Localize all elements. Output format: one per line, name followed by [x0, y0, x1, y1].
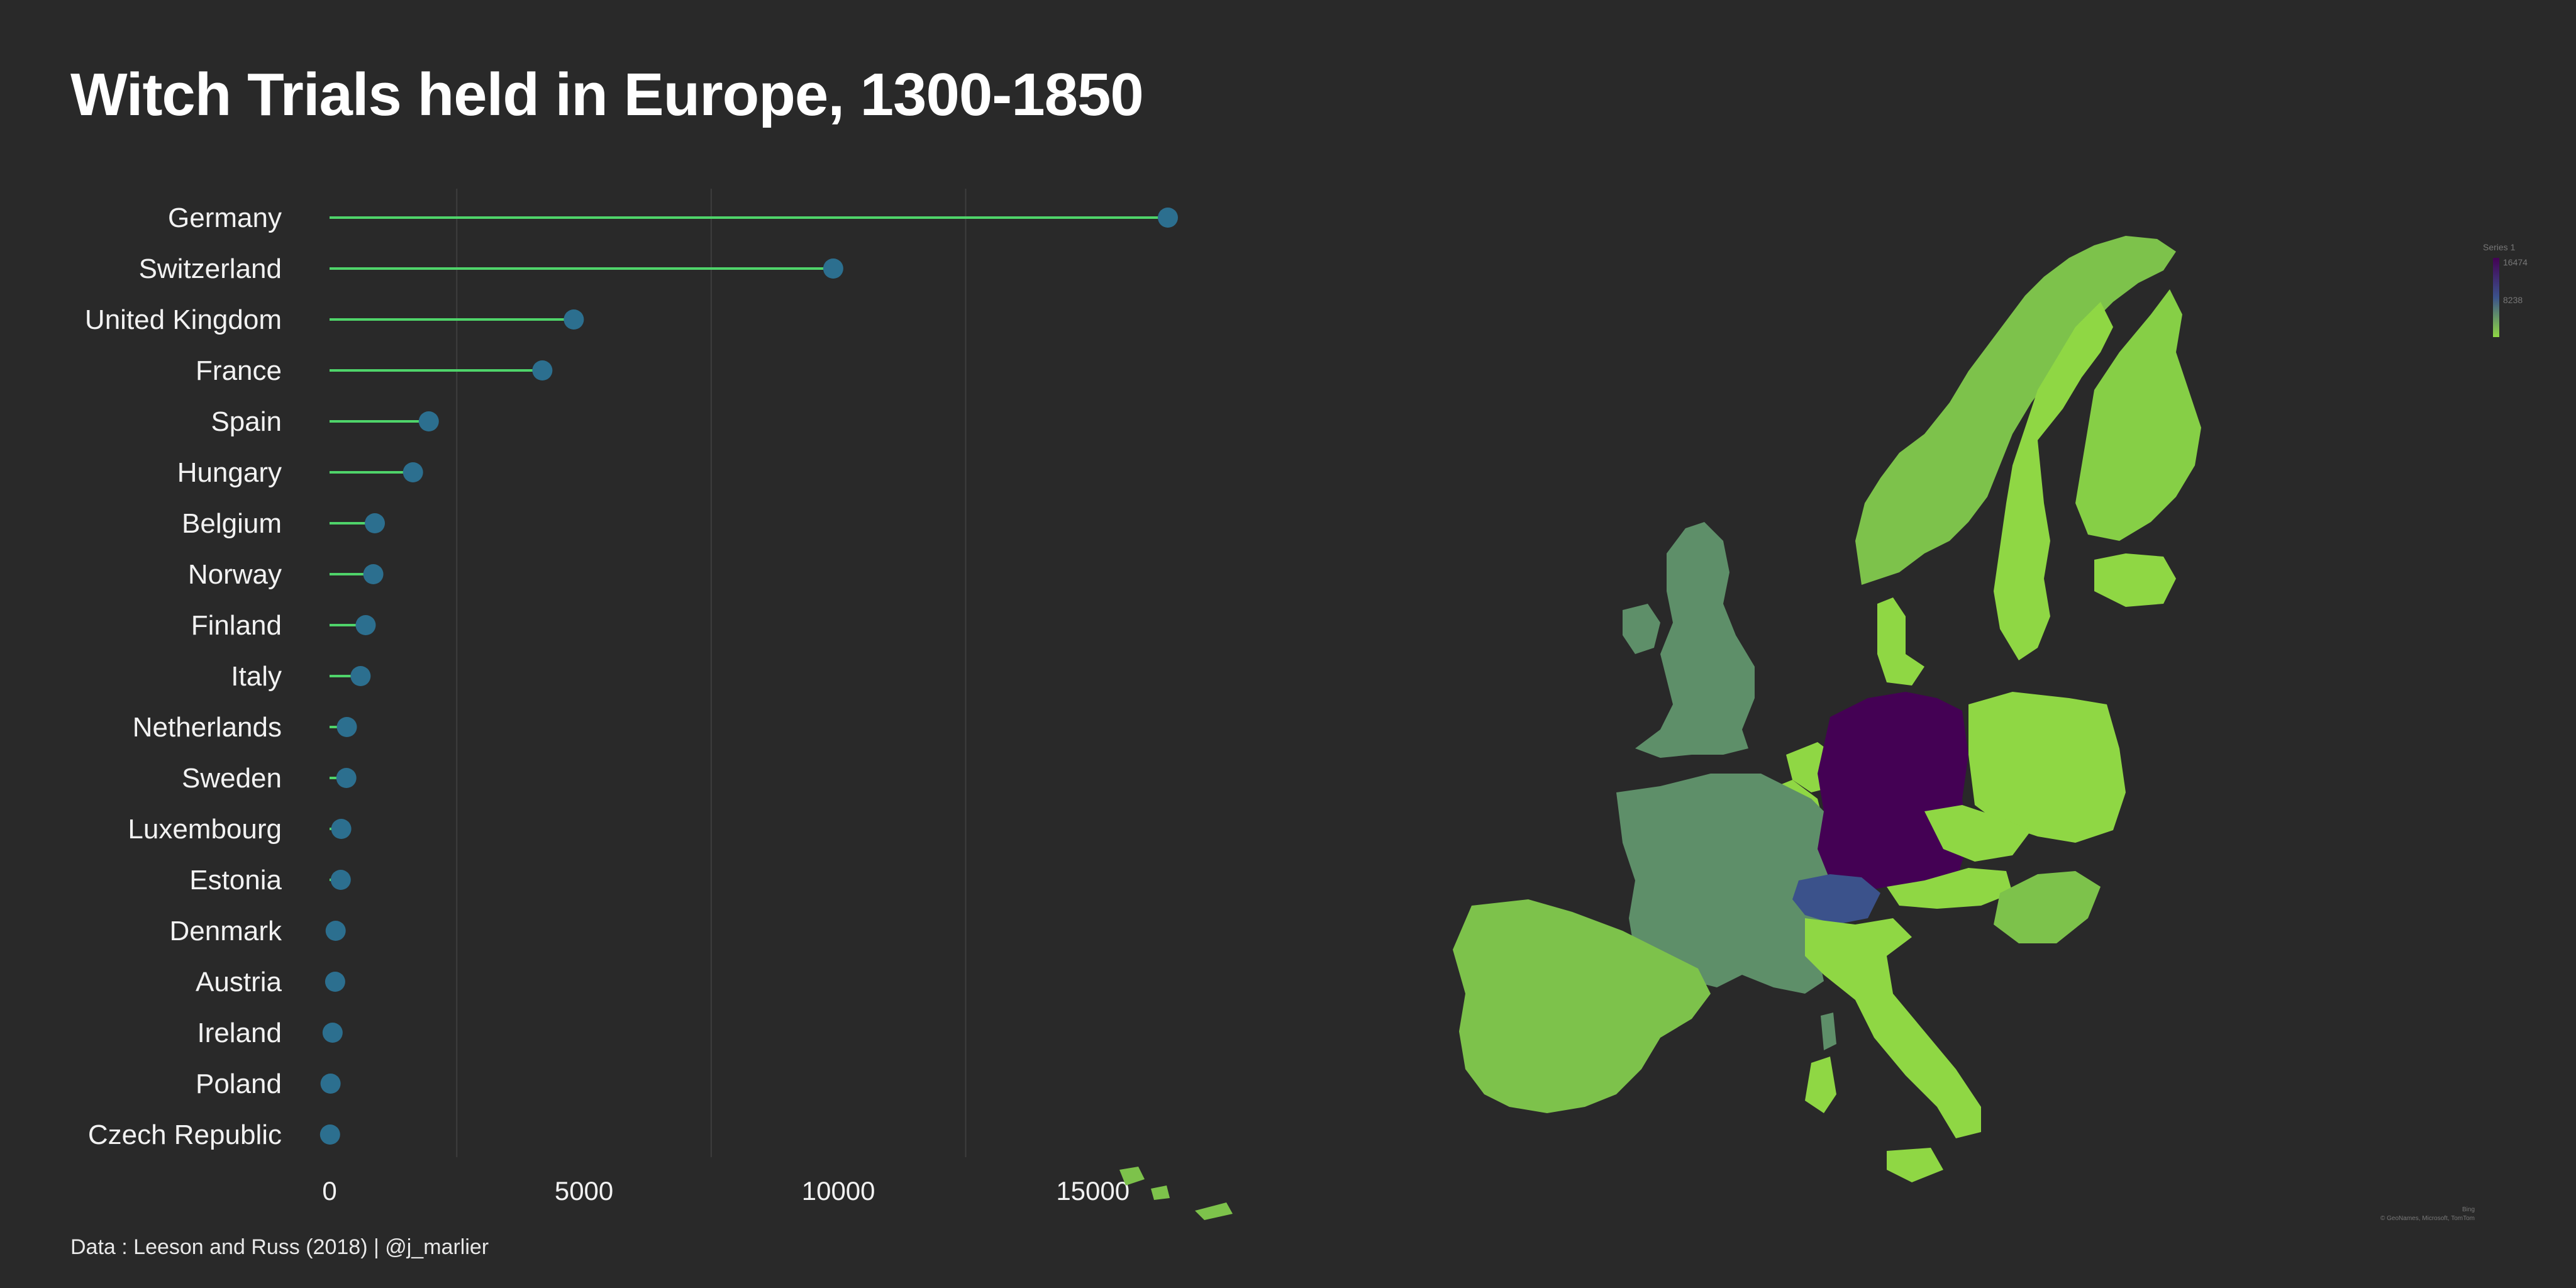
dot-denmark — [325, 921, 346, 941]
dot-france — [532, 360, 553, 380]
x-tick-label-2: 10000 — [802, 1176, 875, 1206]
map-region-switzerland — [1792, 874, 1880, 924]
country-label-france: France — [196, 355, 282, 386]
dot-estonia — [330, 870, 351, 890]
dot-sweden — [336, 768, 357, 788]
map-legend-gradient — [2493, 258, 2499, 337]
map-region-austria — [1887, 868, 2012, 909]
map-region-denmark — [1877, 597, 1924, 686]
map-region-spain — [1453, 899, 1711, 1113]
map-region-ireland — [1623, 604, 1660, 654]
dot-luxembourg — [331, 819, 352, 839]
map-legend-max: 16474 — [2503, 257, 2528, 267]
map-region-estonia — [2094, 553, 2176, 607]
x-tick-label-1: 5000 — [555, 1176, 613, 1206]
country-label-poland: Poland — [196, 1069, 282, 1099]
country-label-belgium: Belgium — [182, 508, 282, 539]
chart-title: Witch Trials held in Europe, 1300-1850 — [70, 61, 1144, 128]
map-region-sicily — [1887, 1148, 1943, 1182]
dot-hungary — [402, 462, 423, 482]
map-region-sweden — [1994, 302, 2113, 660]
map-attribution-bing: Bing — [2462, 1206, 2475, 1213]
dot-switzerland — [823, 258, 843, 279]
x-tick-label-3: 15000 — [1056, 1176, 1130, 1206]
dot-czech-republic — [319, 1124, 340, 1145]
dot-united-kingdom — [564, 309, 584, 330]
country-label-sweden: Sweden — [182, 763, 282, 794]
map-region-italy — [1805, 918, 1981, 1138]
map-region-sardinia — [1805, 1057, 1836, 1113]
country-label-czech-republic: Czech Republic — [88, 1119, 282, 1150]
country-label-denmark: Denmark — [170, 916, 282, 947]
country-label-italy: Italy — [231, 661, 282, 692]
map-attribution-sources: © GeoNames, Microsoft, TomTom — [2380, 1215, 2475, 1222]
dot-italy — [350, 666, 371, 686]
country-label-ireland: Ireland — [197, 1018, 282, 1048]
country-label-hungary: Hungary — [177, 457, 282, 488]
country-label-luxembourg: Luxembourg — [128, 814, 282, 845]
map-region-finland — [2075, 289, 2201, 541]
dot-spain — [418, 411, 439, 431]
map-region-hungary — [1994, 871, 2101, 943]
country-label-estonia: Estonia — [189, 865, 282, 896]
country-label-finland: Finland — [191, 610, 282, 641]
country-label-united-kingdom: United Kingdom — [85, 304, 282, 335]
dot-finland — [355, 615, 376, 635]
map-region-poland — [1968, 692, 2126, 843]
country-label-norway: Norway — [188, 559, 282, 590]
country-label-netherlands: Netherlands — [133, 712, 282, 743]
map-region-czech-republic — [1924, 805, 2031, 862]
map-legend-title: Series 1 — [2483, 242, 2516, 252]
map-region-norway — [1855, 236, 2176, 585]
map-legend-mid: 8238 — [2503, 295, 2523, 305]
dot-norway — [363, 564, 384, 584]
dot-germany — [1157, 208, 1178, 228]
map-region-germany — [1818, 692, 1968, 893]
map-region-canary-islands — [1119, 1167, 1233, 1220]
data-source-caption: Data : Leeson and Russ (2018) | @j_marli… — [70, 1235, 489, 1259]
dot-poland — [320, 1074, 341, 1094]
country-label-austria: Austria — [196, 967, 282, 997]
dot-netherlands — [336, 717, 357, 737]
dot-ireland — [322, 1023, 343, 1043]
x-tick-label-0: 0 — [322, 1176, 336, 1206]
dot-belgium — [365, 513, 386, 533]
map-region-corsica — [1821, 1013, 1836, 1050]
country-label-germany: Germany — [168, 203, 282, 233]
country-label-spain: Spain — [211, 406, 282, 437]
map-region-united-kingdom — [1635, 522, 1755, 758]
map-region-france — [1616, 774, 1849, 994]
country-label-switzerland: Switzerland — [139, 253, 282, 284]
dot-austria — [325, 972, 345, 992]
